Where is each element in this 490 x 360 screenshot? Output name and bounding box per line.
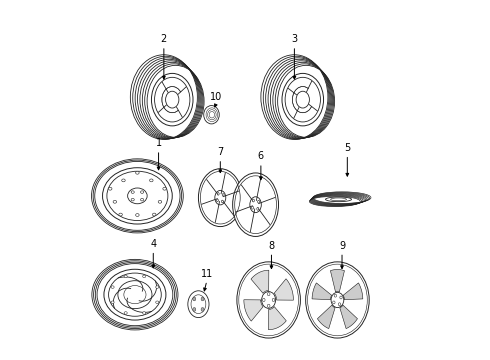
Ellipse shape: [251, 206, 253, 209]
Ellipse shape: [217, 193, 219, 195]
Text: 10: 10: [210, 92, 222, 102]
Ellipse shape: [111, 301, 114, 303]
Ellipse shape: [257, 207, 259, 210]
Polygon shape: [330, 270, 344, 292]
Ellipse shape: [104, 269, 166, 320]
Ellipse shape: [325, 197, 351, 202]
Polygon shape: [340, 305, 358, 329]
Ellipse shape: [193, 297, 196, 301]
Ellipse shape: [201, 307, 204, 311]
Text: 1: 1: [155, 138, 162, 148]
Ellipse shape: [188, 291, 209, 318]
Ellipse shape: [217, 199, 219, 202]
Ellipse shape: [306, 262, 369, 338]
Ellipse shape: [193, 307, 196, 311]
Text: 11: 11: [201, 269, 213, 279]
Ellipse shape: [149, 179, 153, 182]
Ellipse shape: [222, 194, 224, 196]
Ellipse shape: [268, 304, 270, 307]
Ellipse shape: [204, 105, 219, 124]
Text: 3: 3: [292, 34, 297, 44]
Ellipse shape: [122, 179, 125, 182]
Text: 8: 8: [269, 240, 274, 251]
Ellipse shape: [141, 191, 144, 193]
Ellipse shape: [108, 187, 112, 190]
Ellipse shape: [136, 171, 139, 174]
Ellipse shape: [263, 298, 265, 302]
Ellipse shape: [151, 73, 193, 126]
Ellipse shape: [163, 187, 166, 190]
Ellipse shape: [198, 169, 242, 226]
Ellipse shape: [338, 303, 341, 306]
Polygon shape: [274, 279, 294, 300]
Ellipse shape: [333, 301, 335, 304]
Polygon shape: [312, 283, 332, 300]
Ellipse shape: [136, 213, 139, 216]
Polygon shape: [251, 270, 269, 293]
Ellipse shape: [131, 191, 134, 193]
Ellipse shape: [233, 173, 278, 237]
Ellipse shape: [340, 296, 342, 299]
Ellipse shape: [272, 298, 275, 302]
Ellipse shape: [124, 275, 127, 278]
Polygon shape: [318, 305, 335, 329]
Ellipse shape: [156, 301, 159, 303]
Ellipse shape: [221, 200, 223, 203]
Polygon shape: [269, 307, 286, 330]
Ellipse shape: [131, 198, 134, 201]
Polygon shape: [343, 283, 363, 300]
Ellipse shape: [143, 312, 146, 314]
Ellipse shape: [237, 262, 300, 338]
Ellipse shape: [113, 201, 117, 203]
Text: 2: 2: [161, 34, 167, 44]
Ellipse shape: [124, 312, 127, 314]
Text: 6: 6: [258, 151, 264, 161]
Ellipse shape: [158, 201, 162, 203]
Ellipse shape: [268, 292, 270, 296]
Text: 4: 4: [150, 239, 156, 249]
Ellipse shape: [252, 199, 254, 202]
Ellipse shape: [201, 297, 204, 301]
Ellipse shape: [141, 198, 144, 201]
Polygon shape: [244, 300, 263, 321]
Ellipse shape: [119, 213, 122, 216]
Ellipse shape: [143, 275, 146, 278]
Text: 5: 5: [344, 143, 350, 153]
Ellipse shape: [156, 286, 159, 288]
Ellipse shape: [258, 200, 260, 203]
Text: 7: 7: [217, 147, 223, 157]
Ellipse shape: [152, 213, 156, 216]
Ellipse shape: [282, 73, 323, 126]
Text: 9: 9: [339, 240, 345, 251]
Ellipse shape: [334, 294, 337, 297]
Ellipse shape: [111, 286, 114, 288]
Ellipse shape: [102, 168, 172, 224]
